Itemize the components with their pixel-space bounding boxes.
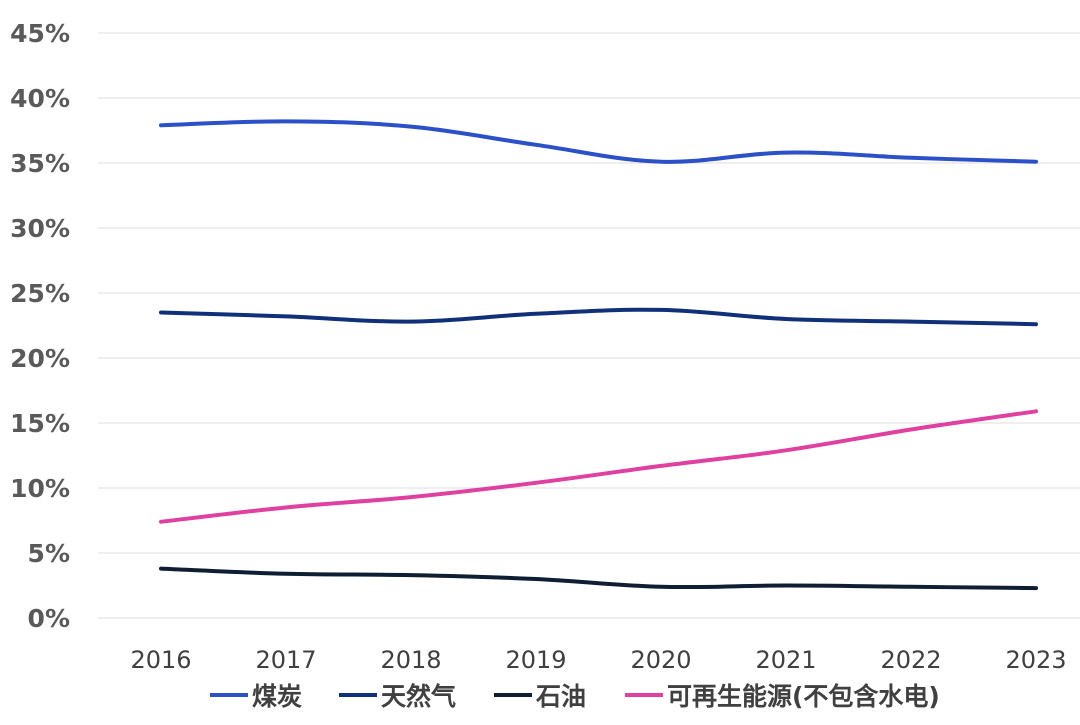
- y-tick-label: 20%: [10, 344, 70, 373]
- y-tick-label: 10%: [10, 474, 70, 503]
- x-tick-label: 2020: [630, 646, 691, 674]
- x-axis-ticks: 2016 2017 2018 2019 2020 2021 2022 2023: [130, 646, 1066, 674]
- series-line: [159, 119, 1038, 164]
- y-tick-label: 45%: [10, 19, 70, 48]
- x-tick-label: 2018: [380, 646, 441, 674]
- y-axis-ticks: 0% 5% 10% 15% 20% 25% 30% 35% 40% 45%: [10, 19, 70, 633]
- legend-label: 石油: [535, 682, 586, 711]
- y-tick-label: 5%: [28, 539, 70, 568]
- series-line: [159, 307, 1038, 327]
- series-lines: [159, 119, 1038, 591]
- y-tick-label: 0%: [28, 604, 70, 633]
- x-tick-label: 2016: [130, 646, 191, 674]
- x-tick-label: 2017: [255, 646, 316, 674]
- legend-label: 煤炭: [252, 682, 302, 711]
- gridlines: [98, 32, 1080, 619]
- y-tick-label: 40%: [10, 84, 70, 113]
- legend-label: 天然气: [381, 682, 456, 711]
- legend-item: 石油: [494, 682, 586, 711]
- legend-item: 煤炭: [210, 682, 302, 711]
- y-tick-label: 25%: [10, 279, 70, 308]
- series-line: [159, 409, 1038, 524]
- legend-item: 可再生能源(不包含水电): [625, 682, 940, 711]
- series-line: [159, 566, 1038, 591]
- x-tick-label: 2019: [505, 646, 566, 674]
- x-tick-label: 2023: [1005, 646, 1066, 674]
- y-tick-label: 15%: [10, 409, 70, 438]
- legend-item: 天然气: [339, 682, 456, 711]
- y-tick-label: 30%: [10, 214, 70, 243]
- x-tick-label: 2021: [755, 646, 816, 674]
- legend-label: 可再生能源(不包含水电): [667, 682, 940, 711]
- legend: 煤炭 天然气 石油 可再生能源(不包含水电): [210, 682, 940, 711]
- y-tick-label: 35%: [10, 149, 70, 178]
- x-tick-label: 2022: [880, 646, 941, 674]
